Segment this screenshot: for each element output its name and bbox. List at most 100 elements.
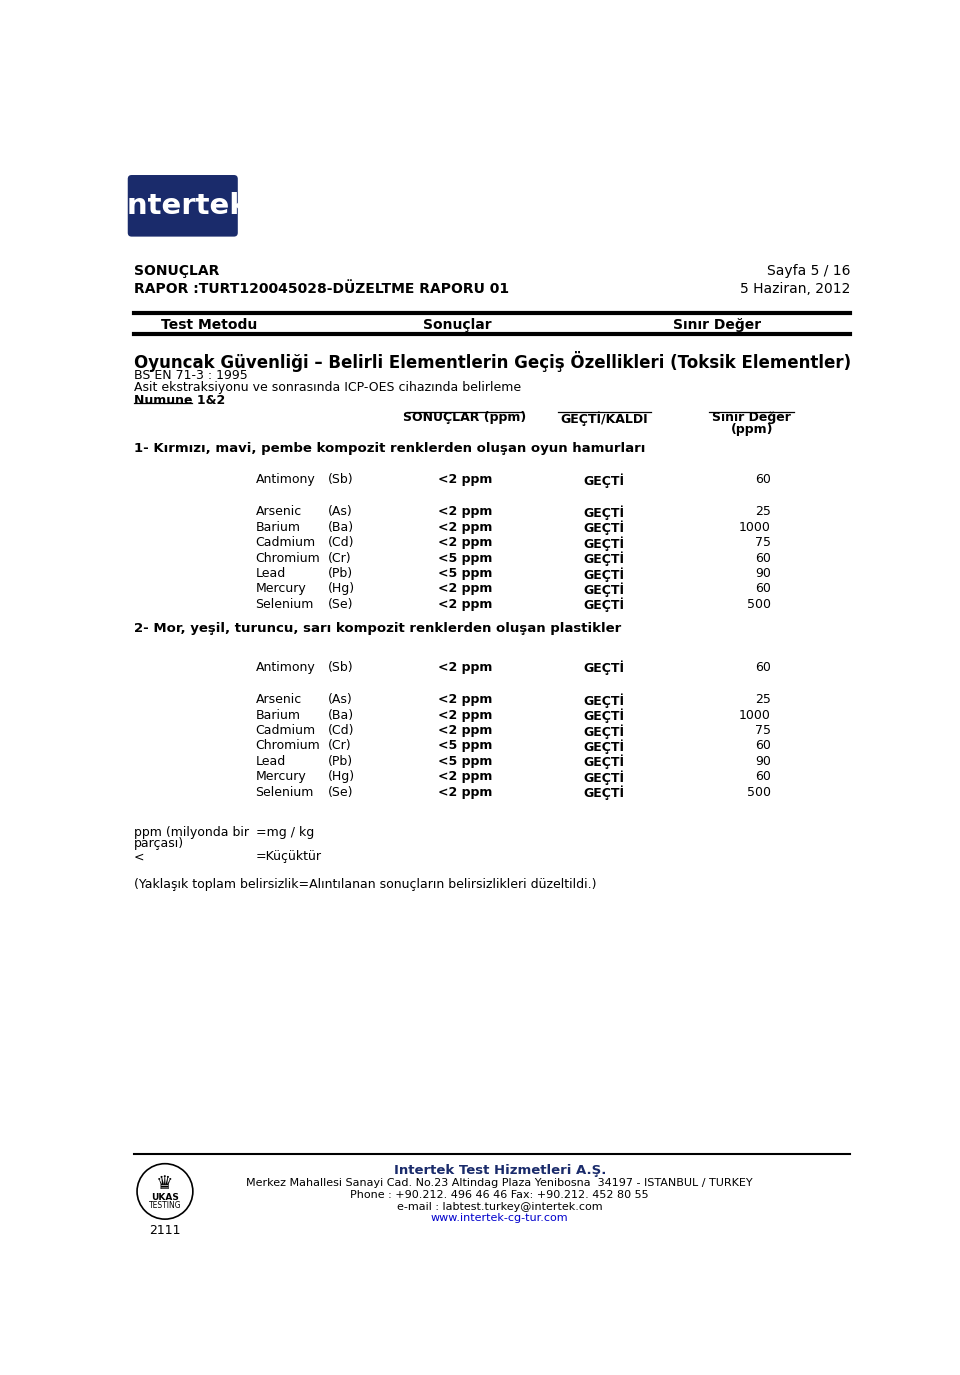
Text: 75: 75 [755,536,771,549]
Text: Test Metodu: Test Metodu [161,318,257,333]
Text: GEÇTİ: GEÇTİ [584,770,625,785]
Text: Mercury: Mercury [255,583,306,595]
Text: 60: 60 [756,770,771,784]
Text: 1- Kırmızı, mavi, pembe kompozit renklerden oluşan oyun hamurları: 1- Kırmızı, mavi, pembe kompozit renkler… [134,443,645,455]
Circle shape [137,1163,193,1220]
Text: UKAS: UKAS [151,1194,179,1202]
Text: 500: 500 [747,598,771,610]
Text: 500: 500 [747,785,771,799]
Text: GEÇTİ: GEÇTİ [584,521,625,535]
Text: <2 ppm: <2 ppm [438,473,492,485]
Text: 75: 75 [755,725,771,737]
Text: <2 ppm: <2 ppm [438,725,492,737]
Text: <5 ppm: <5 ppm [438,755,492,767]
Text: <2 ppm: <2 ppm [438,521,492,534]
Text: Phone : +90.212. 496 46 46 Fax: +90.212. 452 80 55: Phone : +90.212. 496 46 46 Fax: +90.212.… [350,1189,649,1200]
Text: Arsenic: Arsenic [255,693,301,707]
Text: Asit ekstraksiyonu ve sonrasında ICP-OES cihazında belirleme: Asit ekstraksiyonu ve sonrasında ICP-OES… [134,381,521,393]
Text: Chromium: Chromium [255,740,321,752]
Text: GEÇTİ: GEÇTİ [584,785,625,800]
Text: (Sb): (Sb) [327,661,353,674]
Text: 1000: 1000 [739,521,771,534]
Text: 2111: 2111 [149,1224,180,1236]
Text: GEÇTİ: GEÇTİ [584,566,625,582]
Text: 90: 90 [756,566,771,580]
Text: (Ba): (Ba) [327,708,354,722]
Text: <5 ppm: <5 ppm [438,566,492,580]
Text: GEÇTİ: GEÇTİ [584,661,625,675]
Text: Merkez Mahallesi Sanayi Cad. No.23 Altindag Plaza Yenibosna  34197 - ISTANBUL / : Merkez Mahallesi Sanayi Cad. No.23 Altin… [247,1177,753,1188]
Text: <2 ppm: <2 ppm [438,693,492,707]
Text: GEÇTİ: GEÇTİ [584,755,625,770]
Text: GEÇTİ: GEÇTİ [584,740,625,754]
Text: (Hg): (Hg) [327,770,355,784]
Text: Antimony: Antimony [255,473,316,485]
Text: =mg / kg: =mg / kg [255,825,314,839]
Text: (ppm): (ppm) [731,424,773,436]
Text: (Sb): (Sb) [327,473,353,485]
Text: <2 ppm: <2 ppm [438,536,492,549]
Text: <2 ppm: <2 ppm [438,785,492,799]
Text: Arsenic: Arsenic [255,506,301,518]
Text: Oyuncak Güvenliği – Belirli Elementlerin Geçiş Özellikleri (Toksik Elementler): Oyuncak Güvenliği – Belirli Elementlerin… [134,352,852,373]
Text: RAPOR :TURT120045028-DÜZELTME RAPORU 01: RAPOR :TURT120045028-DÜZELTME RAPORU 01 [134,282,509,296]
Text: (Ba): (Ba) [327,521,354,534]
Text: www.intertek-cg-tur.com: www.intertek-cg-tur.com [431,1213,568,1222]
Text: SONUÇLAR (ppm): SONUÇLAR (ppm) [403,411,526,425]
Text: <2 ppm: <2 ppm [438,598,492,610]
Text: (Cd): (Cd) [327,536,354,549]
Text: (Se): (Se) [327,785,353,799]
Text: e-mail : labtest.turkey@intertek.com: e-mail : labtest.turkey@intertek.com [396,1202,603,1213]
Text: (Pb): (Pb) [327,755,353,767]
Text: Sonuçlar: Sonuçlar [422,318,492,333]
Text: Barium: Barium [255,521,300,534]
Text: ppm (milyonda bir: ppm (milyonda bir [134,825,249,839]
Text: GEÇTİ: GEÇTİ [584,583,625,597]
Text: 60: 60 [756,661,771,674]
Text: 2- Mor, yeşil, turuncu, sarı kompozit renklerden oluşan plastikler: 2- Mor, yeşil, turuncu, sarı kompozit re… [134,623,621,635]
Text: Mercury: Mercury [255,770,306,784]
Text: 60: 60 [756,473,771,485]
Text: (Yaklaşık toplam belirsizlik=Alıntılanan sonuçların belirsizlikleri düzeltildi.): (Yaklaşık toplam belirsizlik=Alıntılanan… [134,879,596,891]
Text: <2 ppm: <2 ppm [438,583,492,595]
Text: 90: 90 [756,755,771,767]
Text: <2 ppm: <2 ppm [438,770,492,784]
Text: (Pb): (Pb) [327,566,353,580]
Text: Sınır Değer: Sınır Değer [673,318,761,333]
Text: Chromium: Chromium [255,551,321,565]
Text: <: < [134,850,144,864]
Text: ♛: ♛ [156,1174,174,1194]
Text: TESTING: TESTING [149,1200,181,1210]
Text: GEÇTİ: GEÇTİ [584,506,625,520]
Text: GEÇTİ: GEÇTİ [584,693,625,708]
Text: BS EN 71-3 : 1995: BS EN 71-3 : 1995 [134,368,248,382]
Text: 60: 60 [756,551,771,565]
Text: Lead: Lead [255,566,286,580]
Text: (Cd): (Cd) [327,725,354,737]
Text: GEÇTİ: GEÇTİ [584,598,625,612]
Text: GEÇTİ: GEÇTİ [584,725,625,738]
Text: 5 Haziran, 2012: 5 Haziran, 2012 [739,282,850,296]
Text: 60: 60 [756,740,771,752]
Text: Numune 1&2: Numune 1&2 [134,395,226,407]
Text: Cadmium: Cadmium [255,725,316,737]
Text: (Cr): (Cr) [327,740,351,752]
Text: Lead: Lead [255,755,286,767]
Text: =Küçüktür: =Küçüktür [255,850,322,864]
Text: Selenium: Selenium [255,598,314,610]
Text: GEÇTİ: GEÇTİ [584,473,625,488]
Text: <2 ppm: <2 ppm [438,506,492,518]
Text: Intertek: Intertek [116,191,250,220]
Text: Intertek Test Hizmetleri A.Ş.: Intertek Test Hizmetleri A.Ş. [394,1163,606,1177]
Text: 1000: 1000 [739,708,771,722]
Text: 25: 25 [756,506,771,518]
Text: GEÇTİ: GEÇTİ [584,708,625,723]
Text: (As): (As) [327,506,352,518]
Text: <5 ppm: <5 ppm [438,551,492,565]
Text: Barium: Barium [255,708,300,722]
Text: SONUÇLAR: SONUÇLAR [134,264,219,278]
Text: 25: 25 [756,693,771,707]
Text: parçası): parçası) [134,837,184,850]
Text: GEÇTİ: GEÇTİ [584,551,625,566]
FancyBboxPatch shape [128,175,238,236]
